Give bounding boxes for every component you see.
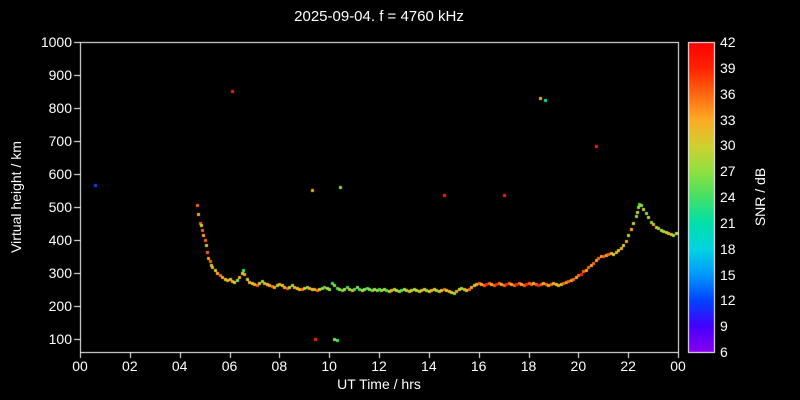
x-tick-label: 02 [122, 358, 138, 374]
colorbar-label: SNR / dB [752, 167, 768, 227]
chart-title: 2025-09-04. f = 4760 kHz [294, 8, 464, 25]
x-tick-label: 12 [371, 358, 387, 374]
y-tick-label: 100 [48, 330, 72, 347]
colorbar-tick-label: 24 [720, 189, 736, 205]
colorbar-tick-label: 39 [720, 59, 736, 76]
y-tick-label: 800 [48, 99, 72, 116]
colorbar-tick-label: 36 [720, 85, 736, 102]
x-tick-label: 04 [171, 358, 188, 374]
colorbar-tick-label: 33 [720, 111, 736, 128]
y-tick-label: 1000 [40, 34, 72, 50]
colorbar-tick-label: 21 [720, 214, 736, 231]
y-tick-label: 500 [48, 198, 72, 215]
y-tick-label: 700 [48, 132, 72, 149]
colorbar-tick-label: 30 [720, 137, 736, 154]
x-tick-label: 18 [520, 358, 537, 374]
y-tick-label: 400 [48, 231, 72, 248]
colorbar-tick-label: 15 [720, 266, 736, 283]
x-tick-label: 10 [321, 358, 337, 374]
x-tick-label: 06 [221, 358, 238, 374]
colorbar-tick-label: 6 [720, 344, 728, 360]
colorbar-tick-label: 9 [720, 318, 728, 335]
y-tick-label: 300 [48, 264, 72, 281]
x-tick-label: 08 [271, 358, 288, 374]
x-tick-label: 20 [570, 358, 587, 374]
colorbar-tick-label: 12 [720, 292, 736, 309]
y-tick-label: 600 [48, 165, 72, 182]
x-tick-label: 00 [72, 358, 88, 374]
x-tick-label: 14 [421, 358, 437, 374]
x-tick-label: 16 [470, 358, 487, 374]
colorbar-tick-label: 18 [720, 240, 736, 257]
x-tick-label: 00 [670, 358, 686, 374]
colorbar-tick-label: 27 [720, 163, 736, 180]
x-axis-label: UT Time / hrs [337, 376, 421, 392]
y-axis-label: Virtual height / km [8, 141, 24, 253]
y-tick-label: 200 [48, 297, 72, 314]
y-tick-label: 900 [48, 66, 72, 83]
x-tick-label: 22 [620, 358, 636, 374]
colorbar-tick-label: 42 [720, 34, 736, 50]
